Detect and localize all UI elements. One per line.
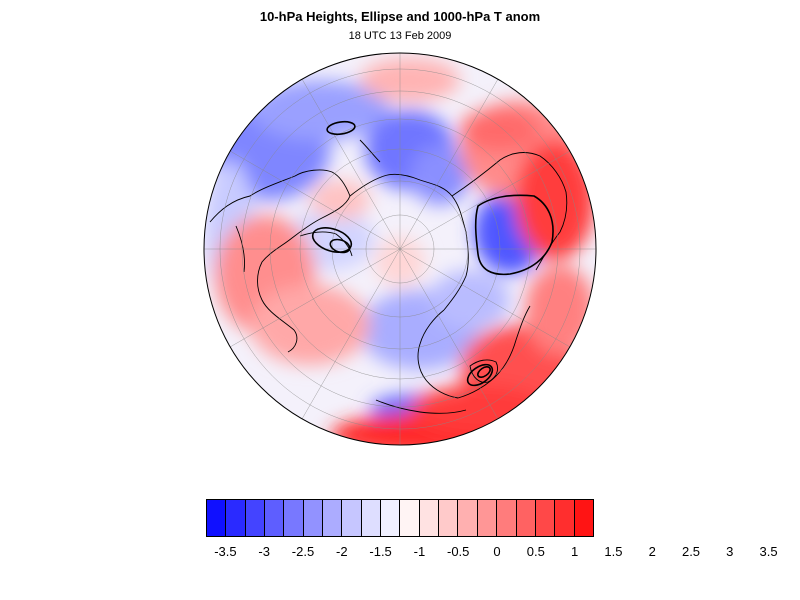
- colorbar-tick-label: -1: [413, 544, 426, 559]
- colorbar-swatch: [342, 500, 362, 536]
- colorbar-swatch: [497, 500, 517, 536]
- colorbar: [206, 499, 594, 537]
- colorbar-tick-label: 2.5: [681, 544, 701, 559]
- colorbar-tick-label: 0: [493, 544, 501, 559]
- colorbar-swatch: [439, 500, 459, 536]
- colorbar-swatch: [284, 500, 304, 536]
- colorbar-tick-label: 3: [726, 544, 734, 559]
- coastlines: [209, 139, 568, 414]
- colorbar-tick-label: 1.5: [604, 544, 623, 559]
- colorbar-tick-label: 0.5: [526, 544, 545, 559]
- colorbar-swatch: [458, 500, 478, 536]
- colorbar-swatch: [323, 500, 343, 536]
- colorbar-tick-label: 2: [648, 544, 656, 559]
- colorbar-tick-label: -3.5: [214, 544, 237, 559]
- colorbar-swatch: [207, 500, 227, 536]
- colorbar-tick-label: -1.5: [369, 544, 392, 559]
- ellipse-contours: [311, 120, 554, 387]
- colorbar-tick-label: 1: [570, 544, 579, 559]
- colorbar-swatch: [361, 500, 382, 536]
- colorbar-tick-label: -3: [258, 544, 270, 559]
- colorbar-swatch: [419, 500, 440, 536]
- colorbar-swatch: [381, 500, 401, 536]
- colorbar-swatch: [226, 500, 246, 536]
- colorbar-swatch: [245, 500, 266, 536]
- colorbar-swatch: [303, 500, 324, 536]
- map-subtitle: 18 UTC 13 Feb 2009: [348, 30, 452, 42]
- polar-map: [203, 52, 597, 446]
- colorbar-swatch: [477, 500, 498, 536]
- colorbar-swatch: [535, 500, 556, 536]
- colorbar-tick-label: -2: [336, 544, 348, 559]
- colorbar-tick-label: -0.5: [446, 544, 470, 559]
- colorbar-swatch: [516, 500, 536, 536]
- colorbar-swatch: [400, 500, 420, 536]
- globe-border: [203, 52, 597, 446]
- colorbar-tick-label: -2.5: [291, 544, 315, 559]
- colorbar-swatch: [265, 500, 285, 536]
- colorbar-swatch: [574, 500, 593, 536]
- map-title: 10-hPa Heights, Ellipse and 1000-hPa T a…: [259, 9, 541, 24]
- colorbar-labels: -3.5 -3 -2.5 -2 -1.5 -1 -0.5 0 0.5 1 1.5 2 2.5 3 3.5: [0, 544, 800, 562]
- colorbar-swatch: [555, 500, 575, 536]
- longitude-lines: [204, 53, 596, 445]
- colorbar-tick-label: 3.5: [759, 544, 778, 559]
